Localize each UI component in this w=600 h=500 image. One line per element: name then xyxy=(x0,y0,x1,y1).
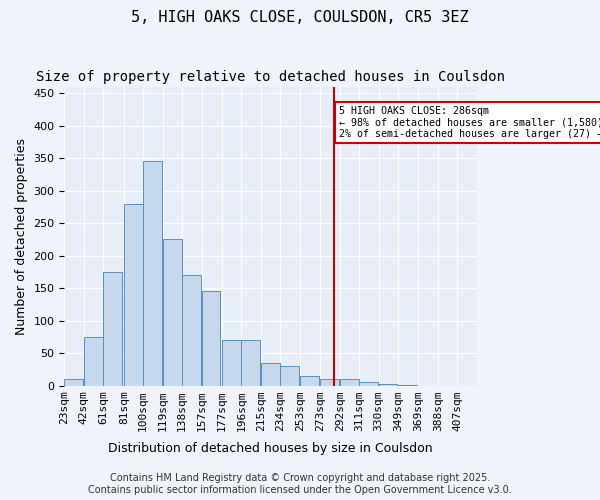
Text: 5, HIGH OAKS CLOSE, COULSDON, CR5 3EZ: 5, HIGH OAKS CLOSE, COULSDON, CR5 3EZ xyxy=(131,10,469,25)
Y-axis label: Number of detached properties: Number of detached properties xyxy=(15,138,28,334)
Bar xyxy=(64,379,83,386)
Bar xyxy=(320,379,339,386)
Bar xyxy=(340,379,359,386)
Text: Contains HM Land Registry data © Crown copyright and database right 2025.
Contai: Contains HM Land Registry data © Crown c… xyxy=(88,474,512,495)
Bar xyxy=(222,340,241,386)
Bar xyxy=(241,340,260,386)
X-axis label: Distribution of detached houses by size in Coulsdon: Distribution of detached houses by size … xyxy=(108,442,433,455)
Bar xyxy=(182,275,201,386)
Bar xyxy=(143,162,162,386)
Bar xyxy=(163,240,182,386)
Bar xyxy=(261,363,280,386)
Bar xyxy=(280,366,299,386)
Bar xyxy=(379,384,397,386)
Bar xyxy=(124,204,143,386)
Bar xyxy=(202,292,220,386)
Bar xyxy=(398,385,417,386)
Bar xyxy=(300,376,319,386)
Bar xyxy=(359,382,378,386)
Bar xyxy=(84,337,103,386)
Bar xyxy=(103,272,122,386)
Title: Size of property relative to detached houses in Coulsdon: Size of property relative to detached ho… xyxy=(36,70,505,84)
Text: 5 HIGH OAKS CLOSE: 286sqm
← 98% of detached houses are smaller (1,580)
2% of sem: 5 HIGH OAKS CLOSE: 286sqm ← 98% of detac… xyxy=(338,106,600,140)
